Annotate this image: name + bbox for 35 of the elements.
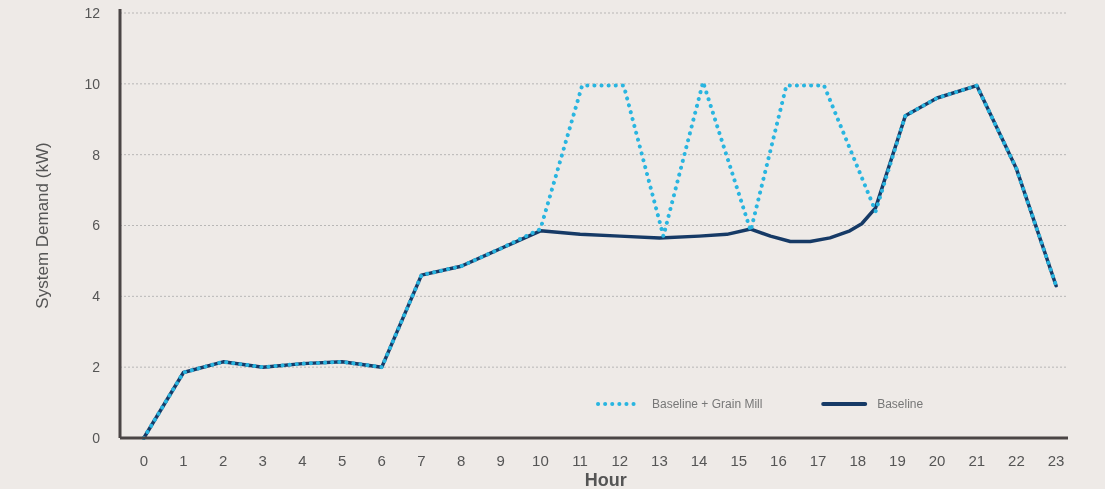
x-tick-label: 18 xyxy=(849,452,867,469)
x-tick-label: 7 xyxy=(417,452,426,469)
x-tick-label: 3 xyxy=(258,452,267,469)
x-tick-label: 22 xyxy=(1008,452,1025,469)
x-tick-label: 13 xyxy=(651,452,668,469)
y-tick-label: 2 xyxy=(92,359,101,376)
legend-label: Baseline + Grain Mill xyxy=(652,397,763,412)
y-tick-label: 12 xyxy=(84,4,101,21)
y-tick-label: 0 xyxy=(92,429,101,446)
x-tick-label: 16 xyxy=(770,452,787,469)
x-tick-label: 1 xyxy=(179,452,188,469)
x-tick-label: 17 xyxy=(809,452,827,469)
x-tick-label: 5 xyxy=(337,452,347,469)
x-tick-label: 0 xyxy=(139,452,148,469)
x-tick-label: 4 xyxy=(298,452,307,469)
x-tick-label: 23 xyxy=(1047,452,1065,469)
x-tick-label: 8 xyxy=(456,452,466,469)
x-tick-label: 19 xyxy=(889,452,906,469)
x-tick-label: 9 xyxy=(496,452,505,469)
y-tick-label: 4 xyxy=(92,288,101,305)
x-tick-label: 11 xyxy=(572,452,588,469)
y-axis-title: System Demand (kW) xyxy=(33,142,52,309)
x-tick-label: 6 xyxy=(377,452,386,469)
x-axis-title: Hour xyxy=(584,470,627,489)
x-tick-label: 21 xyxy=(968,452,986,469)
x-tick-label: 15 xyxy=(730,452,748,469)
legend-label: Baseline xyxy=(877,397,924,412)
x-tick-label: 2 xyxy=(218,452,228,469)
x-tick-label: 12 xyxy=(611,452,629,469)
x-tick-label: 20 xyxy=(928,452,946,469)
y-tick-label: 8 xyxy=(92,146,101,163)
x-tick-label: 10 xyxy=(532,452,549,469)
y-tick-label: 6 xyxy=(92,217,101,234)
x-tick-label: 14 xyxy=(690,452,708,469)
y-tick-label: 10 xyxy=(84,75,101,92)
